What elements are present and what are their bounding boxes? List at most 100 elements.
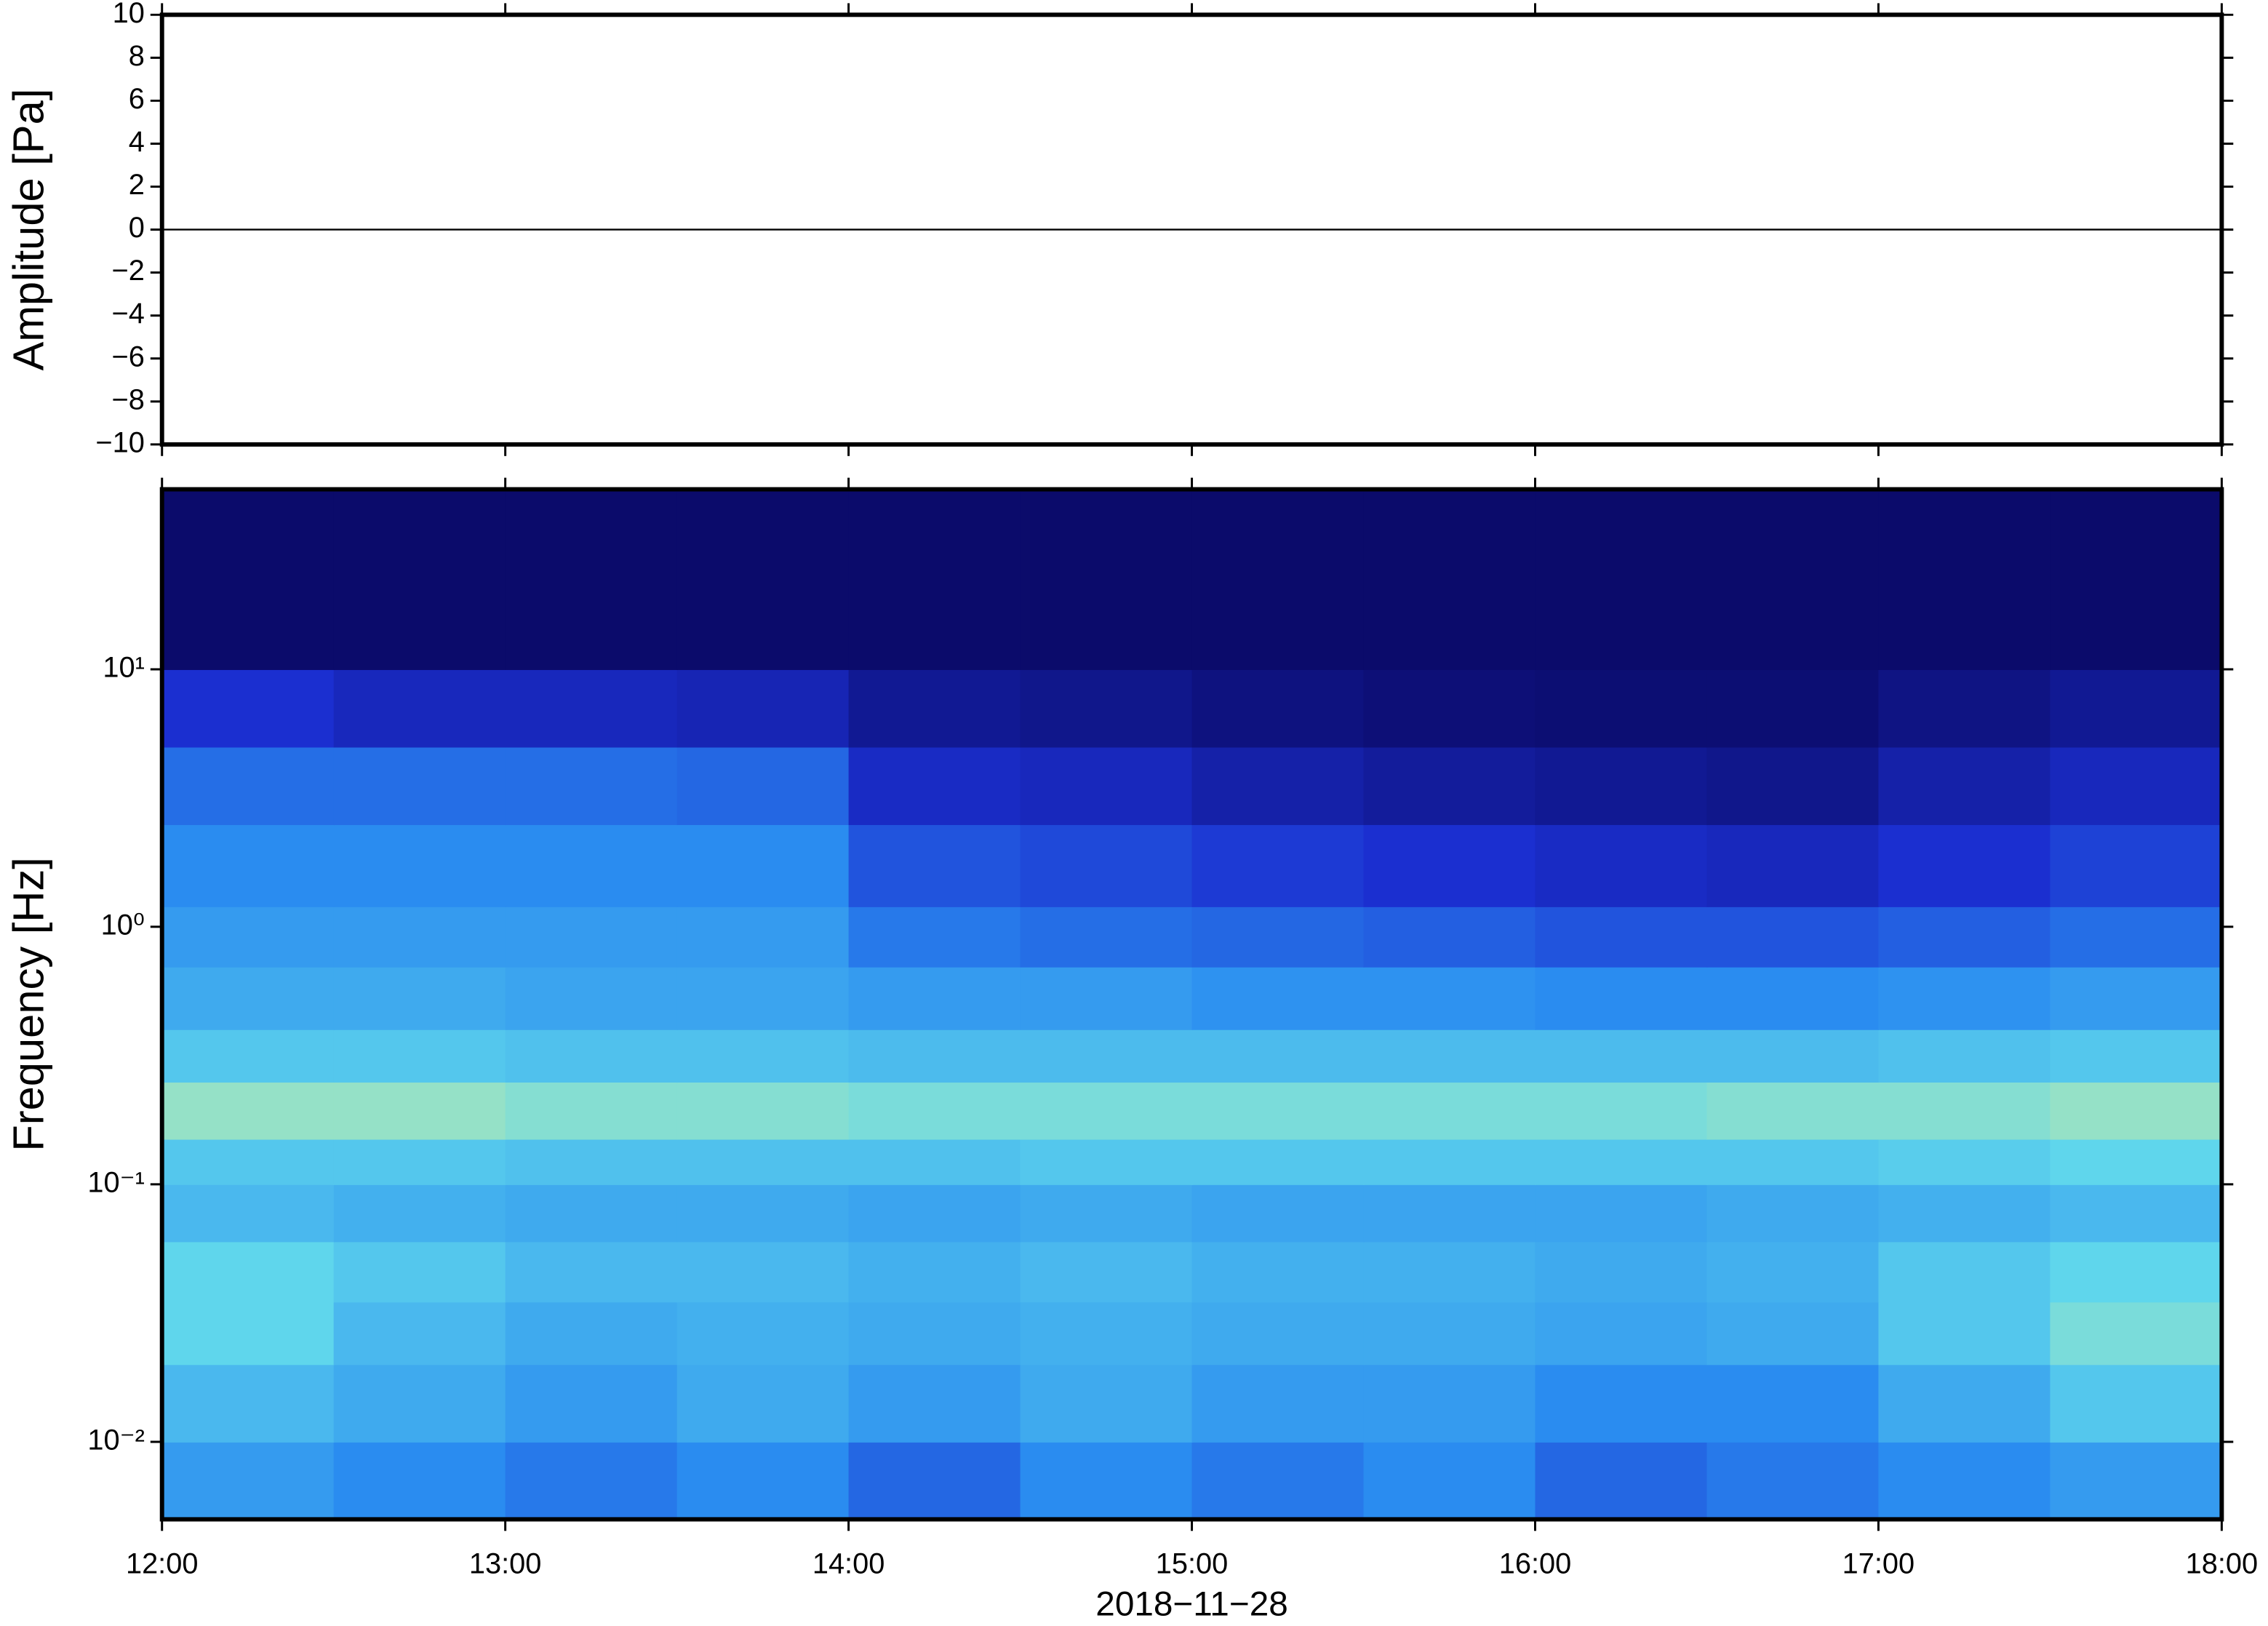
spectrogram-cell (1878, 1184, 2051, 1243)
spectrogram-cell (2050, 1364, 2223, 1443)
spectrogram-cell (676, 1441, 850, 1521)
spectrogram-cell (1363, 1139, 1536, 1185)
spectrogram-cell (505, 906, 678, 968)
spectrogram-cell (1878, 824, 2051, 907)
spectrogram-cell (1706, 489, 1880, 670)
spectrogram-cell (1535, 1441, 1708, 1521)
spectrogram-cell (161, 824, 335, 907)
spectrogram-cell (505, 489, 678, 670)
spectrogram-cell (333, 1441, 506, 1521)
spectrogram-cell (161, 1441, 335, 1521)
spectrogram-cell (1706, 1029, 1880, 1083)
spectrogram-cell (1020, 1364, 1193, 1443)
spectrogram-cell (848, 906, 1021, 968)
spectrogram-cell (161, 1139, 335, 1185)
spectrogram-cell (1706, 1082, 1880, 1140)
spectrogram-cell (505, 746, 678, 826)
spectrogram-cell (2050, 489, 2223, 670)
spectrogram-cell (1706, 746, 1880, 826)
spectrogram-cell (505, 1029, 678, 1083)
spectrogram-cell (1706, 966, 1880, 1030)
y-tick-label: 10¹ (103, 651, 144, 683)
spectrogram-cell (333, 669, 506, 748)
spectrogram-cell (676, 906, 850, 968)
spectrogram-cell (1363, 1029, 1536, 1083)
y-tick-label: −2 (112, 255, 145, 287)
spectrogram-cell (848, 824, 1021, 907)
spectrogram-cell (676, 1082, 850, 1140)
spectrogram-cell (848, 1241, 1021, 1303)
spectrogram-cell (1191, 489, 1365, 670)
spectrogram-cell (848, 966, 1021, 1030)
spectrogram-cell (1878, 906, 2051, 968)
spectrogram-cell (161, 1364, 335, 1443)
y-axis-label: Frequency [Hz] (4, 857, 52, 1151)
spectrogram-cell (1706, 1139, 1880, 1185)
spectrogram-cell (1363, 669, 1536, 748)
y-tick-label: −6 (112, 340, 145, 372)
spectrogram-cell (676, 1029, 850, 1083)
spectrogram-cell (2050, 824, 2223, 907)
spectrogram-cell (161, 669, 335, 748)
spectrogram-cell (1020, 746, 1193, 826)
spectrogram-cell (1363, 1082, 1536, 1140)
spectrogram-cell (1020, 1029, 1193, 1083)
spectrogram-cell (1878, 1082, 2051, 1140)
spectrogram-cell (676, 669, 850, 748)
spectrogram-cell (1535, 906, 1708, 968)
x-axis-label: 2018−11−28 (1095, 1585, 1288, 1622)
spectrogram-cell (1191, 1364, 1365, 1443)
spectrogram-cell (2050, 1029, 2223, 1083)
spectrogram-cell (676, 746, 850, 826)
spectrogram-cell (1535, 489, 1708, 670)
spectrogram-cell (1020, 1184, 1193, 1243)
spectrogram-cell (161, 1241, 335, 1303)
y-tick-label: 8 (129, 40, 145, 72)
spectrogram-cell (848, 1364, 1021, 1443)
spectrogram-cell (676, 966, 850, 1030)
spectrogram-cell (161, 1029, 335, 1083)
x-tick-label: 16:00 (1499, 1548, 1572, 1580)
spectrogram-cell (1363, 906, 1536, 968)
spectrogram-cell (1020, 669, 1193, 748)
spectrogram-cell (1706, 669, 1880, 748)
spectrogram-cell (333, 1139, 506, 1185)
spectrogram-cell (1191, 824, 1365, 907)
spectrogram-cell (1535, 1364, 1708, 1443)
spectrogram-cell (1706, 906, 1880, 968)
spectrogram-cell (333, 1184, 506, 1243)
spectrogram-cell (1020, 966, 1193, 1030)
spectrogram-cell (1020, 1441, 1193, 1521)
spectrogram-cell (505, 824, 678, 907)
spectrogram-cell (1535, 1302, 1708, 1366)
spectrogram-cell (1191, 1184, 1365, 1243)
spectrogram-cell (2050, 1082, 2223, 1140)
spectrogram-cell (505, 1441, 678, 1521)
y-tick-label: 10 (113, 0, 145, 29)
spectrogram-cell (1706, 824, 1880, 907)
y-axis-label: Amplitude [Pa] (4, 89, 52, 371)
spectrogram-cell (1706, 1241, 1880, 1303)
spectrogram-cell (1535, 1184, 1708, 1243)
spectrogram-cell (848, 489, 1021, 670)
spectrogram-cell (161, 966, 335, 1030)
spectrogram-cell (1191, 906, 1365, 968)
spectrogram-cell (848, 669, 1021, 748)
spectrogram-cell (1535, 669, 1708, 748)
spectrogram-cell (2050, 1139, 2223, 1185)
spectrogram-cell (1535, 1241, 1708, 1303)
spectrogram-cell (333, 1302, 506, 1366)
spectrogram-cell (2050, 1441, 2223, 1521)
spectrogram-cell (1191, 1029, 1365, 1083)
spectrogram-cell (1878, 1029, 2051, 1083)
spectrogram-cell (505, 1139, 678, 1185)
spectrogram-cell (1191, 1441, 1365, 1521)
spectrogram-cell (161, 746, 335, 826)
spectrogram-cell (1191, 1139, 1365, 1185)
y-tick-label: −4 (112, 298, 145, 330)
spectrogram-cell (1535, 746, 1708, 826)
spectrogram-cell (333, 824, 506, 907)
spectrogram-cell (2050, 906, 2223, 968)
